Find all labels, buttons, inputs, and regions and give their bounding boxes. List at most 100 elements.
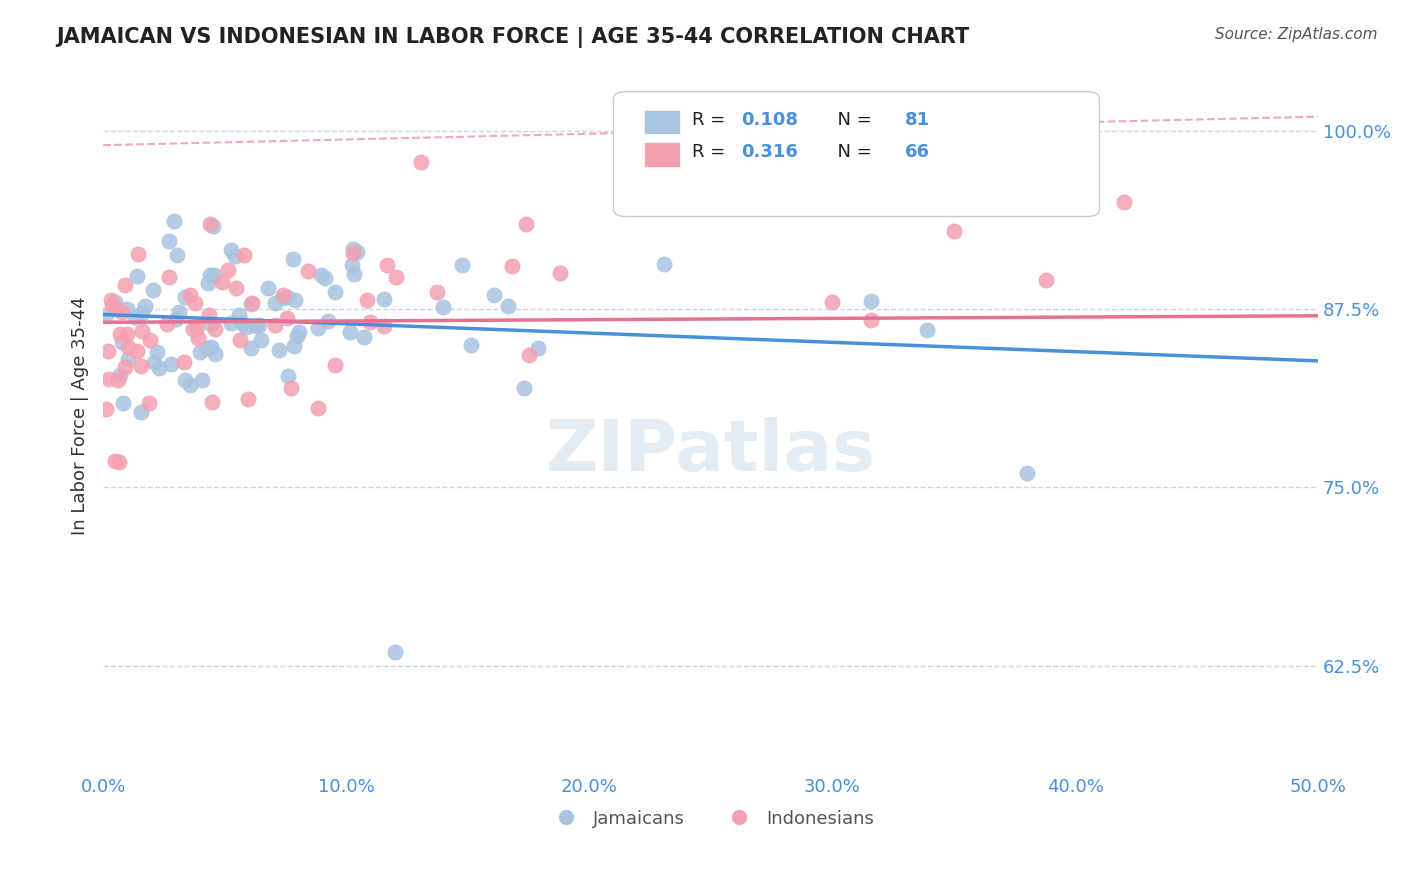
Text: R =: R = <box>692 144 731 161</box>
Point <box>104 453 127 467</box>
FancyBboxPatch shape <box>613 92 1099 217</box>
Point <box>276 310 298 325</box>
Point <box>385 270 408 285</box>
Point <box>108 327 131 342</box>
Point <box>257 281 280 295</box>
Point <box>280 381 302 395</box>
Point <box>165 312 187 326</box>
Point <box>239 341 262 355</box>
Point <box>200 217 222 231</box>
Point <box>1112 195 1135 210</box>
Point <box>238 392 260 406</box>
Point <box>184 296 207 310</box>
Point <box>108 455 131 469</box>
Point <box>167 305 190 319</box>
Point <box>271 291 294 305</box>
Point <box>284 293 307 307</box>
Text: R =: R = <box>692 112 731 129</box>
Point <box>264 318 287 333</box>
Point <box>157 234 180 248</box>
Text: 0.108: 0.108 <box>741 112 799 129</box>
Point <box>267 343 290 358</box>
Point <box>339 325 361 339</box>
Point <box>652 257 675 271</box>
Point <box>239 297 262 311</box>
Text: 66: 66 <box>905 144 929 161</box>
Point <box>125 268 148 283</box>
Point <box>146 345 169 359</box>
Point <box>127 246 149 260</box>
Text: Source: ZipAtlas.com: Source: ZipAtlas.com <box>1215 27 1378 42</box>
Point <box>384 644 406 658</box>
Point <box>287 325 309 339</box>
Point <box>202 268 225 283</box>
Point <box>821 295 844 310</box>
Point <box>232 248 254 262</box>
Point <box>245 318 267 333</box>
Point <box>200 340 222 354</box>
Point <box>198 308 221 322</box>
Point <box>204 347 226 361</box>
Point <box>142 283 165 297</box>
Point <box>201 219 224 234</box>
Point <box>325 358 347 372</box>
Point <box>1015 181 1038 195</box>
Point <box>94 402 117 417</box>
Point <box>127 343 149 358</box>
Text: N =: N = <box>827 144 877 161</box>
Point <box>316 314 339 328</box>
FancyBboxPatch shape <box>644 110 681 135</box>
Point <box>186 320 208 334</box>
Point <box>97 372 120 386</box>
Point <box>179 287 201 301</box>
Point <box>224 249 246 263</box>
Point <box>307 401 329 416</box>
Point <box>148 361 170 376</box>
Point <box>142 355 165 369</box>
Point <box>124 310 146 324</box>
Point <box>100 298 122 312</box>
Point <box>115 301 138 316</box>
Point <box>139 333 162 347</box>
Point <box>409 154 432 169</box>
Point <box>217 263 239 277</box>
Point <box>915 323 938 337</box>
Point <box>460 337 482 351</box>
Point <box>173 290 195 304</box>
Point <box>173 355 195 369</box>
Point <box>484 288 506 302</box>
Point <box>129 405 152 419</box>
Point <box>346 245 368 260</box>
Point <box>117 351 139 366</box>
Point <box>115 327 138 342</box>
Point <box>283 252 305 266</box>
Text: JAMAICAN VS INDONESIAN IN LABOR FORCE | AGE 35-44 CORRELATION CHART: JAMAICAN VS INDONESIAN IN LABOR FORCE | … <box>56 27 970 48</box>
Point <box>356 293 378 307</box>
Point <box>373 319 395 334</box>
Point <box>451 258 474 272</box>
Point <box>191 373 214 387</box>
Y-axis label: In Labor Force | Age 35-44: In Labor Force | Age 35-44 <box>72 297 89 535</box>
Point <box>548 266 571 280</box>
Point <box>166 248 188 262</box>
Point <box>114 278 136 293</box>
Point <box>97 343 120 358</box>
Point <box>527 342 550 356</box>
Point <box>1035 272 1057 286</box>
Point <box>519 348 541 362</box>
Point <box>117 340 139 354</box>
Point <box>307 321 329 335</box>
Point <box>323 285 346 299</box>
Point <box>359 314 381 328</box>
Point <box>225 281 247 295</box>
Point <box>263 296 285 310</box>
Point <box>250 333 273 347</box>
Point <box>513 380 536 394</box>
Point <box>228 333 250 347</box>
Point <box>186 330 208 344</box>
Point <box>157 270 180 285</box>
Point <box>277 369 299 384</box>
Point <box>860 293 883 308</box>
Point <box>110 305 132 319</box>
Point <box>159 358 181 372</box>
